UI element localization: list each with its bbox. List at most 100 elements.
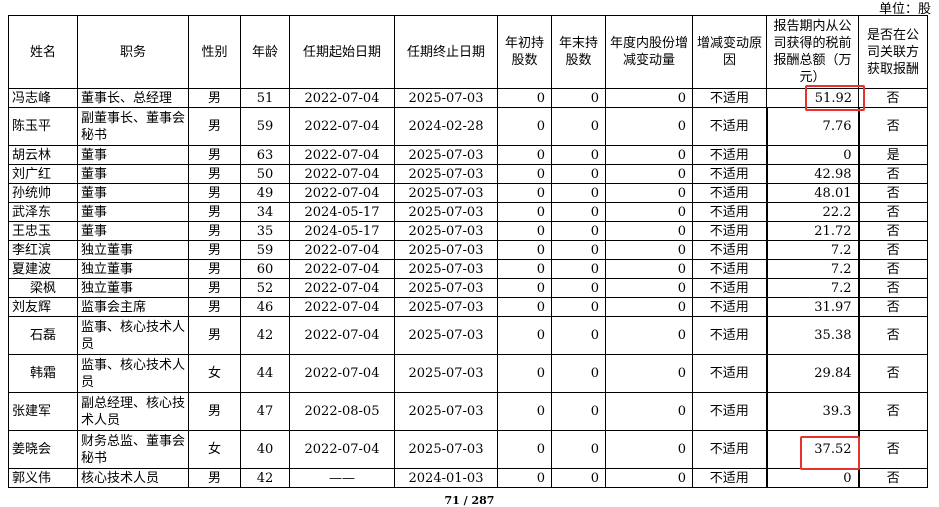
table-cell: 武泽东 bbox=[8, 202, 78, 222]
table-cell: 2025-07-03 bbox=[394, 221, 498, 241]
table-cell: 60 bbox=[240, 259, 290, 279]
table-cell: 0 bbox=[497, 354, 552, 393]
table-cell: 男 bbox=[188, 316, 241, 355]
table-cell: 不适用 bbox=[692, 468, 767, 488]
table-cell: 2022-07-04 bbox=[289, 240, 395, 260]
column-header: 年初持股数 bbox=[497, 15, 552, 89]
table-cell: 董事 bbox=[77, 221, 189, 241]
table-cell: 董事 bbox=[77, 164, 189, 184]
table-cell: 男 bbox=[188, 240, 241, 260]
table-cell: 2024-02-28 bbox=[394, 107, 498, 146]
table-cell: 0 bbox=[605, 278, 693, 298]
table-cell: 0 bbox=[551, 107, 606, 146]
table-cell: 0 bbox=[497, 107, 552, 146]
table-cell: 0 bbox=[497, 278, 552, 298]
table-row: 陈玉平 副董事长、董事会秘书男 59 2022-07-04 2024-02-28 0 0 0 不… bbox=[8, 107, 928, 146]
table-cell: 50 bbox=[240, 164, 290, 184]
table-cell: 0 bbox=[551, 259, 606, 279]
table-cell: 不适用 bbox=[692, 392, 767, 431]
table-cell: 0 bbox=[551, 240, 606, 260]
table-cell: 0 bbox=[497, 145, 552, 165]
table-cell: 0 bbox=[497, 183, 552, 203]
table-cell: 冯志峰 bbox=[8, 88, 78, 108]
director-shareholding-table: 姓名 职务 性别 年龄 任期起始日期 任期终止日期 年初持股数 年末持股数 年度内股份增减变动量… bbox=[8, 15, 928, 488]
table-cell: 7.76 bbox=[765, 107, 860, 146]
table-cell: 46 bbox=[240, 297, 290, 317]
table-cell: 男 bbox=[188, 468, 241, 488]
table-cell: 0 bbox=[605, 107, 693, 146]
table-cell: 39.3 bbox=[765, 392, 860, 431]
table-cell: 2025-07-03 bbox=[394, 183, 498, 203]
page-number: 71 / 287 bbox=[444, 494, 495, 507]
table-cell: 0 bbox=[605, 88, 693, 108]
table-cell: 男 bbox=[188, 297, 241, 317]
table-cell: 0 bbox=[605, 354, 693, 393]
table-cell: 0 bbox=[551, 278, 606, 298]
table-cell: 不适用 bbox=[692, 202, 767, 222]
table-cell: 0 bbox=[551, 392, 606, 431]
table-row: 冯志峰 董事长、总经理男 51 2022-07-04 2025-07-03 0 0 0 不适用 5… bbox=[8, 88, 928, 108]
table-cell: 51 bbox=[240, 88, 290, 108]
table-cell: 2025-07-03 bbox=[394, 430, 498, 469]
table-cell: 不适用 bbox=[692, 354, 767, 393]
table-cell: 2024-05-17 bbox=[289, 202, 395, 222]
table-cell: 否 bbox=[858, 297, 928, 317]
table-cell: 副董事长、董事会秘书 bbox=[77, 107, 189, 146]
table-cell: 郭义伟 bbox=[8, 468, 78, 488]
table-cell: 0 bbox=[551, 88, 606, 108]
table-cell: 0 bbox=[497, 392, 552, 431]
column-header: 任期终止日期 bbox=[394, 15, 498, 89]
table-cell: 否 bbox=[858, 164, 928, 184]
table-cell: 监事、核心技术人员 bbox=[77, 316, 189, 355]
table-row: 武泽东 董事男 34 2024-05-17 2025-07-03 0 0 0 不适用 22.2 否 bbox=[8, 202, 928, 222]
table-cell: 59 bbox=[240, 240, 290, 260]
table-cell: 胡云林 bbox=[8, 145, 78, 165]
table-cell: 董事 bbox=[77, 145, 189, 165]
table-cell: 0 bbox=[551, 430, 606, 469]
table-cell: 0 bbox=[605, 392, 693, 431]
table-cell: 0 bbox=[551, 221, 606, 241]
table-cell: 2022-07-04 bbox=[289, 278, 395, 298]
table-header-row: 姓名 职务 性别 年龄 任期起始日期 任期终止日期 年初持股数 年末持股数 年度内股份增减变动量… bbox=[8, 15, 928, 89]
table-cell: 姜晓会 bbox=[8, 430, 78, 469]
table-cell: 2025-07-03 bbox=[394, 297, 498, 317]
column-header: 增减变动原因 bbox=[692, 15, 767, 89]
table-cell: 0 bbox=[605, 183, 693, 203]
table-cell: 董事 bbox=[77, 183, 189, 203]
table-cell: 2022-07-04 bbox=[289, 259, 395, 279]
table-cell: 0 bbox=[551, 354, 606, 393]
table-cell: 35 bbox=[240, 221, 290, 241]
table-cell: 女 bbox=[188, 354, 241, 393]
table-cell: 2022-08-05 bbox=[289, 392, 395, 431]
table-cell: 42 bbox=[240, 316, 290, 355]
table-row: 李红滨 独立董事男 59 2022-07-04 2025-07-03 0 0 0 不适用 7.2 否 bbox=[8, 240, 928, 260]
column-header: 姓名 bbox=[8, 15, 78, 89]
table-cell: 42 bbox=[240, 468, 290, 488]
table-row: 刘友辉 监事会主席男 46 2022-07-04 2025-07-03 0 0 0 不适用 31.… bbox=[8, 297, 928, 317]
table-cell: 49 bbox=[240, 183, 290, 203]
table-cell: 7.2 bbox=[765, 240, 860, 260]
table-cell: 0 bbox=[497, 88, 552, 108]
table-cell: 否 bbox=[858, 183, 928, 203]
table-cell: 7.2 bbox=[765, 259, 860, 279]
table-cell: 不适用 bbox=[692, 240, 767, 260]
table-row: 孙统帅 董事男 49 2022-07-04 2025-07-03 0 0 0 不适用 48.01 否 bbox=[8, 183, 928, 203]
table-cell: 否 bbox=[858, 468, 928, 488]
table-cell: 0 bbox=[497, 240, 552, 260]
table-cell: 2022-07-04 bbox=[289, 430, 395, 469]
table-cell: —— bbox=[289, 468, 395, 488]
table-cell: 2025-07-03 bbox=[394, 164, 498, 184]
table-cell: 2025-07-03 bbox=[394, 354, 498, 393]
table-row: 韩霜 监事、核心技术人员女 44 2022-07-04 2025-07-03 0 0 0 不适用… bbox=[8, 354, 928, 393]
table-row: 张建军 副总经理、核心技术人员男 47 2022-08-05 2025-07-03 0 0 0… bbox=[8, 392, 928, 431]
table-cell: 2025-07-03 bbox=[394, 88, 498, 108]
table-cell: 不适用 bbox=[692, 88, 767, 108]
table-cell: 2025-07-03 bbox=[394, 259, 498, 279]
table-cell: 男 bbox=[188, 392, 241, 431]
table-cell: 0 bbox=[551, 183, 606, 203]
table-cell: 0 bbox=[497, 221, 552, 241]
table-cell: 2022-07-04 bbox=[289, 354, 395, 393]
table-cell: 2025-07-03 bbox=[394, 392, 498, 431]
table-cell: 孙统帅 bbox=[8, 183, 78, 203]
table-cell: 董事长、总经理 bbox=[77, 88, 189, 108]
